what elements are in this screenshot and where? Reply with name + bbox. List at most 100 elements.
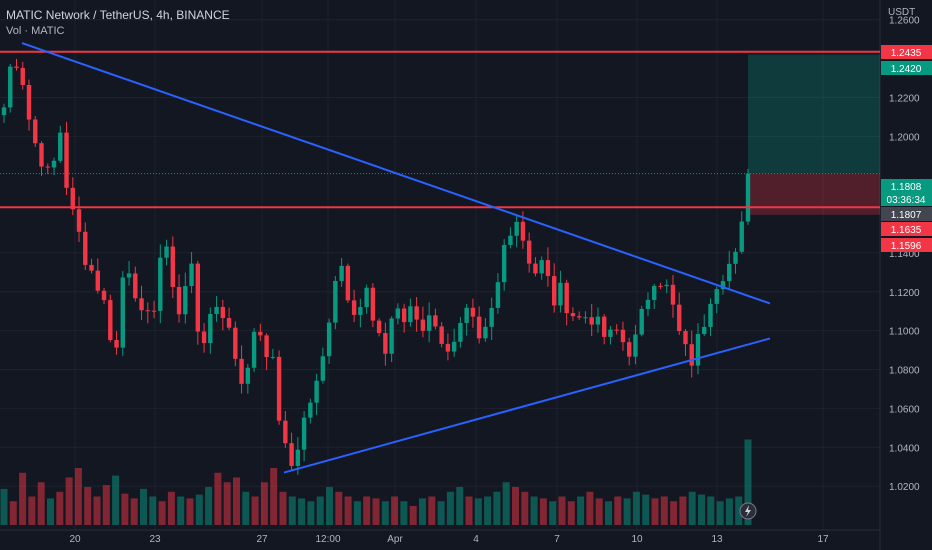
x-tick-label: Apr bbox=[387, 534, 403, 545]
candle-body bbox=[670, 284, 676, 305]
volume-bar bbox=[623, 498, 631, 525]
candle-body bbox=[39, 143, 44, 167]
candle-body bbox=[695, 333, 701, 366]
price-label-box bbox=[881, 222, 932, 236]
candle-body bbox=[595, 316, 601, 325]
candle-body bbox=[126, 273, 132, 278]
candle-body bbox=[270, 356, 276, 358]
price-label-text: 1.2435 bbox=[891, 48, 922, 59]
x-tick-label: 13 bbox=[711, 534, 723, 545]
candle-body bbox=[170, 246, 176, 287]
candle-body bbox=[501, 244, 507, 283]
candle-body bbox=[708, 303, 713, 327]
volume-bar bbox=[456, 487, 464, 525]
candle-body bbox=[451, 341, 457, 352]
candle-body bbox=[658, 285, 663, 287]
candle-body bbox=[358, 307, 363, 315]
candle-body bbox=[283, 420, 288, 444]
candle-body bbox=[326, 322, 332, 357]
candle-body bbox=[733, 251, 738, 264]
trendlines[interactable] bbox=[21, 42, 771, 474]
candle-body bbox=[420, 319, 426, 331]
price-label-box bbox=[881, 61, 932, 75]
price-label-box bbox=[881, 207, 932, 221]
candle-body bbox=[95, 270, 100, 291]
price-labels: 1.2435 1.2420 1.1808 03:36:34 1.1807 1.1635 1.… bbox=[881, 45, 932, 252]
volume-bar bbox=[465, 496, 473, 525]
volume-bar bbox=[149, 496, 157, 525]
volume-bar bbox=[270, 468, 278, 525]
volume-bar bbox=[205, 487, 213, 525]
candle-body bbox=[183, 286, 188, 315]
price-label-box bbox=[881, 179, 932, 193]
volume-bar bbox=[735, 496, 743, 525]
price-axis[interactable]: 1.2600 1.2200 1.2000 1.1400 1.1200 1.1000 1.08… bbox=[889, 16, 920, 493]
volume-bar bbox=[298, 498, 306, 525]
candle-body bbox=[583, 317, 588, 319]
volume-bar bbox=[539, 498, 547, 525]
price-label-text: 1.1807 bbox=[891, 210, 922, 221]
y-tick-label: 1.1000 bbox=[889, 327, 920, 338]
candle-body bbox=[608, 329, 613, 337]
candle-body bbox=[195, 263, 201, 332]
x-tick-label: 4 bbox=[473, 534, 479, 545]
candle-body bbox=[26, 84, 32, 120]
candle-body bbox=[414, 306, 419, 320]
price-label-text: 1.1635 bbox=[891, 225, 922, 236]
volume-bar bbox=[326, 487, 333, 525]
volume-bar bbox=[353, 501, 361, 525]
candle-body bbox=[189, 263, 194, 287]
candle-body bbox=[470, 307, 476, 317]
take-profit-zone bbox=[748, 54, 880, 174]
candle-body bbox=[645, 299, 651, 309]
candle-body bbox=[376, 320, 382, 334]
volume-bar bbox=[660, 496, 668, 525]
ascending-trendline bbox=[283, 337, 771, 474]
candle-body bbox=[258, 331, 263, 336]
candle-body bbox=[45, 166, 50, 168]
candle-body bbox=[201, 331, 207, 344]
volume-bar bbox=[484, 496, 492, 525]
y-tick-label: 1.0800 bbox=[889, 366, 920, 377]
y-tick-label: 1.2200 bbox=[889, 93, 920, 104]
x-tick-label: 7 bbox=[554, 534, 560, 545]
y-tick-label: 1.2600 bbox=[889, 16, 920, 27]
candle-body bbox=[433, 315, 438, 327]
volume-bar bbox=[214, 472, 222, 525]
chart-title[interactable]: MATIC Network / TetherUS, 4h, BINANCE bbox=[6, 8, 230, 22]
candle-body bbox=[620, 329, 626, 343]
volume-bar bbox=[316, 496, 324, 525]
position-zones bbox=[0, 54, 880, 215]
volume-bar bbox=[84, 487, 92, 525]
candle-body bbox=[364, 287, 369, 308]
candle-body bbox=[720, 281, 726, 290]
x-tick-label: 23 bbox=[149, 534, 161, 545]
horizontal-lines[interactable] bbox=[0, 50, 880, 209]
x-tick-label: 27 bbox=[256, 534, 268, 545]
candle-body bbox=[689, 344, 694, 366]
time-axis[interactable]: 20 23 27 12:00 Apr 4 7 10 13 17 bbox=[69, 534, 829, 545]
volume-bar bbox=[670, 501, 678, 525]
candle-body bbox=[439, 326, 444, 344]
candle-body bbox=[108, 300, 113, 341]
volume-indicator-label[interactable]: Vol · MATIC bbox=[6, 25, 65, 37]
volume-bar bbox=[140, 488, 147, 525]
candle-body bbox=[20, 67, 25, 85]
candle-body bbox=[564, 282, 569, 314]
candle-body bbox=[533, 263, 538, 274]
y-tick-label: 1.0400 bbox=[889, 443, 920, 454]
volume-bar bbox=[502, 482, 510, 525]
volume-bar bbox=[223, 482, 231, 525]
volume-bar bbox=[419, 498, 426, 525]
candle-body bbox=[276, 356, 282, 421]
candle-body bbox=[677, 304, 682, 332]
volume-bar bbox=[474, 498, 482, 525]
volume-bar bbox=[409, 506, 417, 525]
volume-bar bbox=[9, 501, 17, 525]
x-tick-label: 10 bbox=[631, 534, 643, 545]
price-label-box bbox=[881, 45, 932, 59]
volume-bar bbox=[549, 501, 557, 525]
volume-bar bbox=[567, 501, 575, 525]
candle-body bbox=[133, 273, 138, 299]
